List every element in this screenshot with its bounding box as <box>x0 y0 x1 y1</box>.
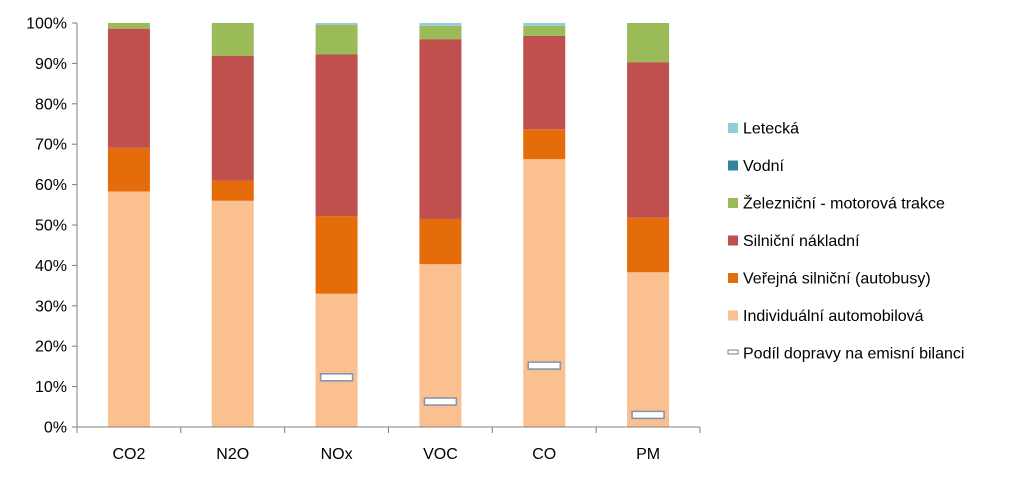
bar-segment <box>315 23 358 26</box>
y-tick-label: 30% <box>35 298 67 315</box>
y-tick-label: 90% <box>35 56 67 73</box>
y-tick-label: 40% <box>35 258 67 275</box>
legend-swatch <box>728 273 738 283</box>
share-marker <box>423 397 458 406</box>
bar-segment <box>315 293 358 427</box>
bar-segment <box>523 23 566 26</box>
bar-segment <box>419 23 462 26</box>
x-tick-label: VOC <box>423 446 458 463</box>
bar-segment <box>419 25 462 40</box>
bar-segment <box>315 216 358 294</box>
bar-segment <box>107 147 150 192</box>
x-tick-label: CO2 <box>112 446 145 463</box>
legend-item: Individuální automobilová <box>728 308 924 325</box>
legend-item: Veřejná silniční (autobusy) <box>728 271 931 288</box>
legend-label: Silniční nákladní <box>743 233 860 250</box>
bar-segment <box>419 39 462 219</box>
bar-segment <box>211 23 254 56</box>
bar-segment <box>315 25 358 55</box>
bar-segment <box>523 129 566 160</box>
legend-swatch <box>728 235 738 246</box>
bar-segment <box>523 35 566 130</box>
legend-label: Podíl dopravy na emisní bilanci <box>743 346 964 363</box>
x-tick-label: PM <box>636 446 660 463</box>
bar-segment <box>211 180 254 201</box>
legend-swatch <box>728 123 738 133</box>
bar-segment <box>211 55 254 181</box>
bar-segment <box>107 23 150 29</box>
bar-segment <box>627 62 670 218</box>
y-tick-label: 50% <box>35 218 67 235</box>
x-tick-label: N2O <box>216 446 249 463</box>
y-tick-label: 100% <box>26 16 67 33</box>
bar-segment <box>627 217 670 273</box>
legend-label: Veřejná silniční (autobusy) <box>743 271 931 288</box>
y-tick-label: 10% <box>35 379 67 396</box>
legend-swatch <box>728 310 738 321</box>
y-tick-label: 70% <box>35 137 67 154</box>
legend-item: Letecká <box>728 121 799 138</box>
legend-swatch <box>727 349 739 355</box>
share-marker <box>631 410 665 420</box>
legend-item: Podíl dopravy na emisní bilanci <box>727 346 964 363</box>
x-tick-label: NOx <box>321 446 353 463</box>
legend-swatch <box>728 160 738 171</box>
legend-item: Silniční nákladní <box>728 233 860 250</box>
bar-segment <box>419 218 462 265</box>
markers <box>319 361 665 420</box>
x-tick-label: CO <box>532 446 556 463</box>
y-tick-label: 80% <box>35 96 67 113</box>
legend-item: Železniční - motorová trakce <box>728 194 945 213</box>
bar-segment <box>107 28 150 148</box>
legend-swatch <box>728 198 738 208</box>
y-tick-label: 60% <box>35 177 67 194</box>
bars <box>107 23 670 427</box>
legend-item: Vodní <box>728 158 784 175</box>
legend-label: Železniční - motorová trakce <box>743 194 945 213</box>
legend-label: Letecká <box>743 121 799 138</box>
share-marker <box>319 373 354 382</box>
legend: Letecká Vodní Železniční - motorová trakce… <box>727 121 964 363</box>
bar-segment <box>315 54 358 217</box>
bar-segment <box>523 159 566 427</box>
bar-segment <box>627 272 670 427</box>
legend-label: Individuální automobilová <box>743 308 924 325</box>
bar-segment <box>107 191 150 427</box>
axes: 0% 10% 20% 30% 40% 50% 60% 70% 80% 90% 100% CO2 N2O N… <box>26 16 701 463</box>
bar-segment <box>523 25 566 36</box>
y-tick-label: 0% <box>44 420 67 437</box>
share-marker <box>527 361 562 370</box>
legend-label: Vodní <box>743 158 784 175</box>
y-tick-label: 20% <box>35 339 67 356</box>
bar-segment <box>627 23 670 63</box>
bar-segment <box>211 200 254 427</box>
